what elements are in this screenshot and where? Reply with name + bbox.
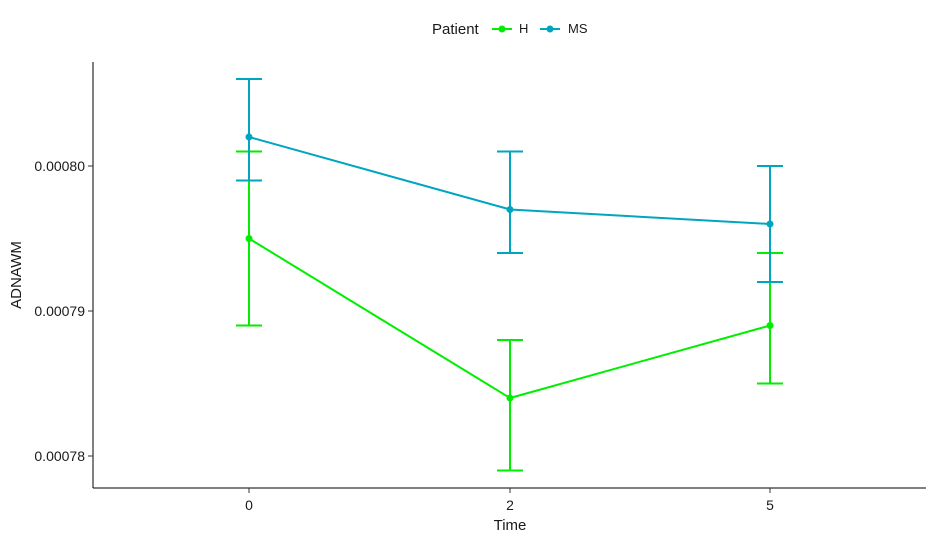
x-tick-1: 2	[506, 488, 514, 513]
y-tick-0: 0.00078	[34, 448, 93, 464]
legend: Patient H MS	[432, 21, 588, 38]
data-point-ms-2	[766, 220, 774, 228]
y-tick-label: 0.00080	[34, 158, 85, 174]
data-point-h-0	[245, 235, 253, 242]
legend-label-h: H	[519, 21, 528, 36]
x-tick-label: 2	[506, 497, 514, 513]
legend-label-ms: MS	[568, 21, 588, 36]
data-point-h-1	[506, 394, 514, 402]
data-point-h-2	[766, 322, 774, 329]
plot-area	[236, 78, 783, 472]
legend-entry-ms: MS	[540, 21, 588, 36]
y-tick-2: 0.00080	[34, 158, 93, 174]
data-point-ms-1	[506, 206, 514, 213]
x-tick-label: 5	[766, 497, 774, 513]
x-tick-0: 0	[245, 488, 253, 513]
y-tick-label: 0.00078	[34, 448, 85, 464]
x-tick-2: 5	[766, 488, 774, 513]
legend-key-point-ms	[546, 25, 554, 33]
y-axis-title: ADNAWM	[8, 241, 25, 309]
x-tick-label: 0	[245, 497, 253, 513]
y-tick-label: 0.00079	[34, 303, 85, 319]
legend-entry-h: H	[492, 21, 528, 36]
legend-title: Patient	[432, 21, 480, 38]
legend-key-point-h	[498, 25, 506, 33]
data-point-ms-0	[245, 133, 253, 141]
y-tick-1: 0.00079	[34, 303, 93, 319]
x-axis-title: Time	[494, 517, 527, 534]
